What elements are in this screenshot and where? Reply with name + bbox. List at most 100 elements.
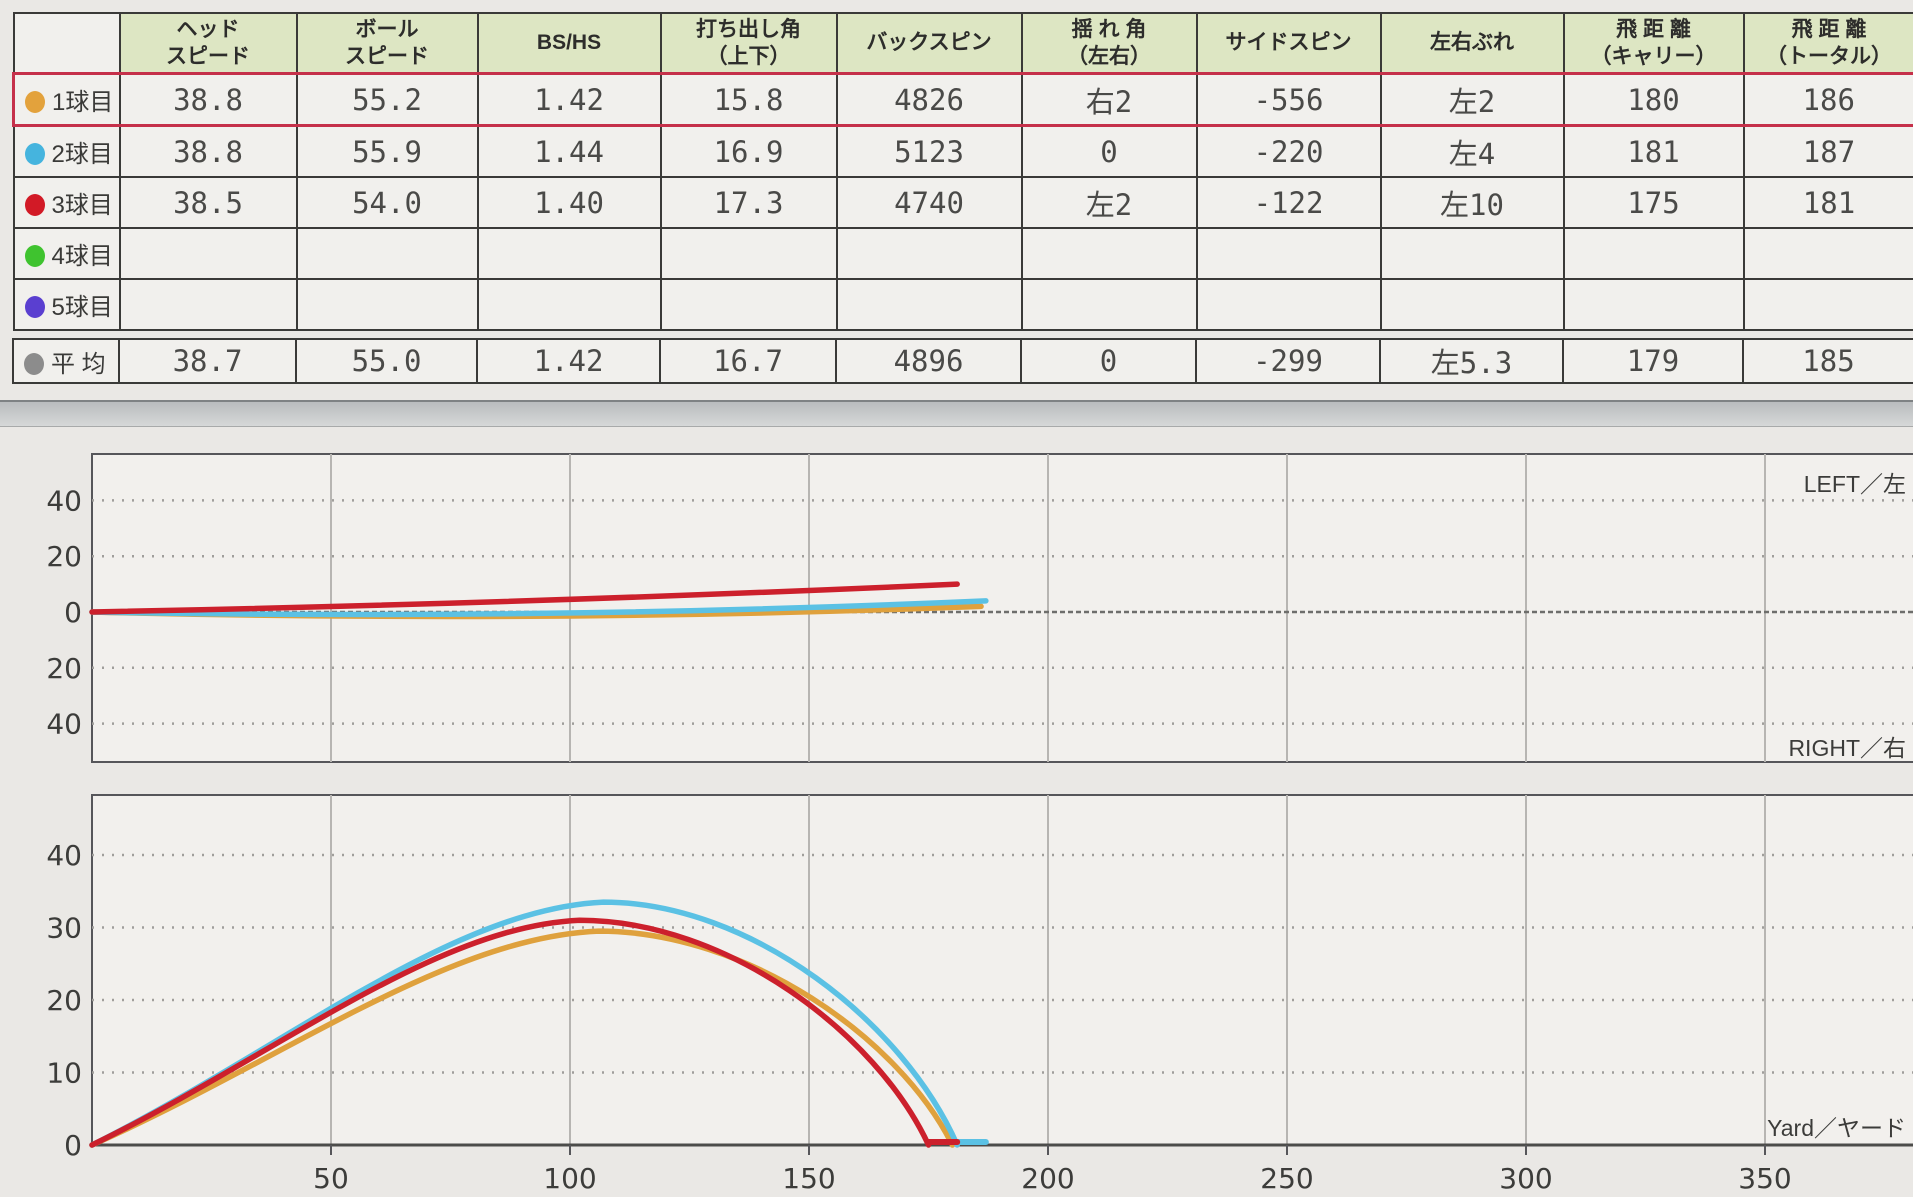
column-header: 左右ぶれ — [1379, 12, 1565, 75]
trajectory-y-tick-label: 10 — [46, 1057, 82, 1090]
dispersion-y-tick-label: 0 — [64, 596, 82, 629]
table-cell: 1.42 — [476, 72, 662, 127]
dispersion-y-tick-label: 20 — [46, 652, 82, 685]
table-row: 3球目 38.5 54.0 1.40 17.3 4740 左2 -122 左10 175 181 — [12, 176, 1913, 229]
shot-label-text: 平 均 — [51, 350, 106, 378]
shot-color-dot — [24, 194, 45, 216]
shot-label-text: 2球目 — [51, 141, 113, 168]
table-cell: 38.8 — [118, 124, 298, 178]
table-cell: 179 — [1562, 338, 1744, 384]
table-cell: 38.7 — [118, 338, 297, 384]
table-cell — [118, 278, 298, 331]
table-cell: 左5.3 — [1379, 338, 1564, 384]
column-header: BS/HS — [476, 12, 662, 75]
shot-color-dot — [24, 352, 44, 375]
table-cell: 187 — [1742, 124, 1913, 178]
table-cell: -220 — [1195, 124, 1382, 178]
table-cell — [1562, 227, 1745, 280]
table-cell — [1379, 227, 1565, 280]
table-cell: -299 — [1195, 338, 1381, 384]
table-cell: 55.2 — [295, 72, 479, 127]
table-cell: 181 — [1742, 176, 1913, 229]
table-cell: 15.8 — [659, 72, 838, 127]
table-cell — [476, 278, 662, 331]
trajectory-line-shot-1 — [89, 928, 956, 1148]
trajectory-x-tick-label: 100 — [543, 1162, 596, 1195]
corner-header-cell — [12, 12, 121, 75]
table-cell: 4740 — [835, 176, 1023, 229]
column-header: バックスピン — [835, 12, 1023, 75]
table-cell — [659, 227, 838, 280]
table-cell: 左10 — [1379, 176, 1565, 229]
shot-row-label: 5球目 — [12, 278, 121, 331]
table-cell — [835, 278, 1023, 331]
dispersion-chart: 40 20 0 20 40 — [46, 453, 1913, 763]
table-cell: -122 — [1195, 176, 1382, 229]
trajectory-x-tick-label: 50 — [313, 1162, 349, 1195]
shot-data-table: ヘッド スピード ボール スピード BS/HS 打ち出し角 （上下） バックスピン揺 れ… — [12, 12, 1913, 331]
table-cell — [295, 227, 479, 280]
trajectory-x-tick-label: 150 — [782, 1162, 835, 1195]
table-cell: 181 — [1562, 124, 1745, 178]
shot-color-dot — [24, 296, 45, 318]
table-cell — [1020, 227, 1198, 280]
shot-label-text: 5球目 — [51, 294, 113, 321]
column-header: ボール スピード — [295, 12, 479, 75]
table-cell: 54.0 — [295, 176, 479, 229]
table-cell: 55.9 — [295, 124, 479, 178]
table-cell: 1.42 — [476, 338, 661, 384]
table-cell — [295, 278, 479, 331]
dispersion-y-tick-label: 20 — [46, 540, 82, 573]
trajectory-line-shot-3 — [89, 917, 932, 1148]
label-yard: Yard／ヤード — [1767, 1115, 1906, 1141]
table-cell: 175 — [1562, 176, 1745, 229]
trajectory-x-tick-label: 300 — [1499, 1162, 1552, 1195]
table-row: 1球目 38.8 55.2 1.42 15.8 4826 右2 -556 左2 180 186 — [12, 72, 1913, 127]
table-cell: 1.40 — [476, 176, 662, 229]
table-cell: 16.9 — [659, 124, 838, 178]
column-header: 揺 れ 角 （左右） — [1020, 12, 1198, 75]
shot-label-text: 4球目 — [51, 243, 113, 270]
label-right: RIGHT／右 — [1788, 735, 1906, 761]
table-cell: 4826 — [835, 72, 1023, 127]
table-cell: 186 — [1742, 72, 1913, 127]
table-cell — [476, 227, 662, 280]
shot-label-text: 3球目 — [51, 192, 113, 219]
table-cell: 180 — [1562, 72, 1745, 127]
table-cell: 4896 — [835, 338, 1022, 384]
table-cell: 0 — [1020, 338, 1197, 384]
table-cell — [1742, 278, 1913, 331]
table-cell — [1020, 278, 1198, 331]
shot-row-label: 1球目 — [12, 72, 121, 127]
table-cell — [1195, 278, 1382, 331]
dispersion-line-shot-3 — [89, 581, 960, 615]
trajectory-y-tick-label: 0 — [64, 1129, 82, 1162]
table-cell: -556 — [1195, 72, 1382, 127]
shot-label-text: 1球目 — [52, 89, 114, 116]
shot-color-dot — [24, 143, 45, 165]
average-row-table: 平 均 38.7 55.0 1.42 16.7 4896 0 -299 左5.3 179 185 — [12, 338, 1913, 384]
table-cell: 右2 — [1020, 72, 1198, 127]
column-header: ヘッド スピード — [118, 12, 298, 75]
table-cell: 5123 — [835, 124, 1023, 178]
dispersion-y-tick-label: 40 — [46, 708, 82, 741]
shot-row-label: 2球目 — [12, 124, 121, 178]
shot-table-zone: ヘッド スピード ボール スピード BS/HS 打ち出し角 （上下） バックスピン揺 れ… — [12, 12, 1913, 384]
table-cell: 38.5 — [118, 176, 298, 229]
shot-row-label: 平 均 — [12, 338, 120, 384]
shot-row-label: 3球目 — [12, 176, 121, 229]
column-header: サイドスピン — [1195, 12, 1382, 75]
column-header: 飛 距 離 （キャリー） — [1562, 12, 1745, 75]
average-row-gap — [12, 331, 1913, 338]
label-left: LEFT／左 — [1804, 471, 1906, 497]
table-row: 2球目 38.8 55.9 1.44 16.9 5123 0 -220 左4 181 187 — [12, 124, 1913, 178]
table-cell — [659, 278, 838, 331]
trajectory-y-tick-label: 40 — [46, 839, 82, 872]
dispersion-line-shot-2 — [89, 598, 989, 618]
table-cell: 55.0 — [295, 338, 478, 384]
trajectory-y-tick-label: 20 — [46, 984, 82, 1017]
table-cell — [1195, 227, 1382, 280]
table-cell: 左2 — [1020, 176, 1198, 229]
